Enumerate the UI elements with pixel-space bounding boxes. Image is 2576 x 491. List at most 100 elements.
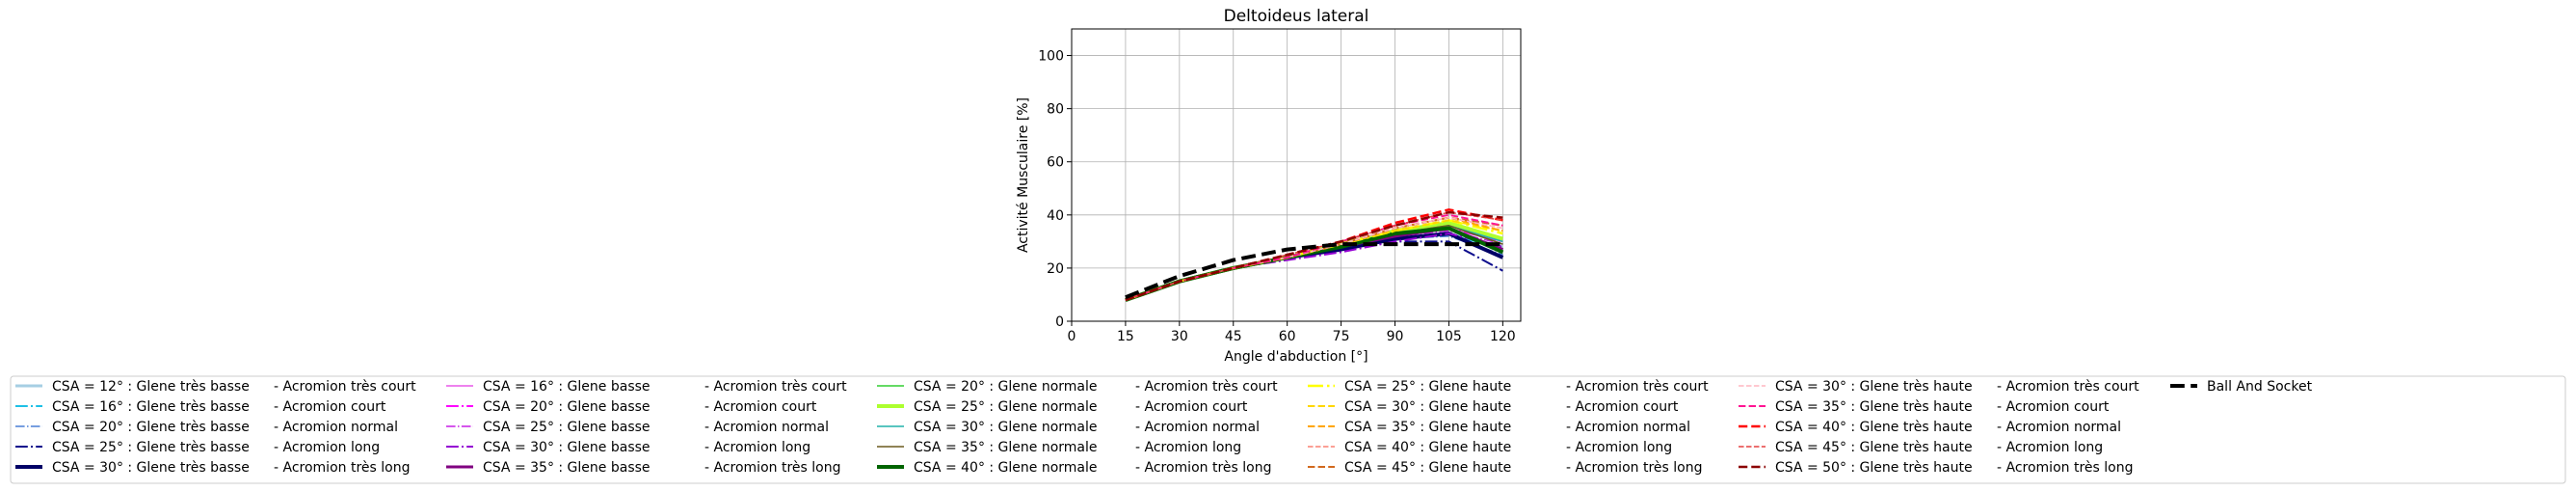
legend-label: CSA = 40° : Glene haute (1344, 440, 1511, 455)
legend-label-suffix: - Acromion très court (1566, 379, 1709, 395)
legend-label: CSA = 25° : Glene basse (483, 420, 651, 435)
legend-label-suffix: - Acromion normal (1135, 420, 1260, 435)
legend-label: CSA = 25° : Glene normale (914, 399, 1098, 415)
legend-label-suffix: - Acromion court (274, 399, 386, 415)
legend-label-suffix: - Acromion normal (704, 420, 829, 435)
legend-item: CSA = 25° : Glene normale - Acromion cour… (877, 399, 1248, 415)
x-tick-label: 75 (1333, 329, 1350, 344)
series-lines (1125, 208, 1504, 302)
legend-label: CSA = 35° : Glene très haute (1775, 399, 1973, 415)
legend-label-suffix: - Acromion très court (704, 379, 847, 395)
grid-lines (1071, 29, 1521, 322)
legend-label-suffix: - Acromion court (1997, 399, 2110, 415)
legend-label-suffix: - Acromion normal (1997, 420, 2121, 435)
legend-label-suffix: - Acromion court (704, 399, 817, 415)
x-tick-label: 60 (1279, 329, 1296, 344)
legend-item: CSA = 20° : Glene normale - Acromion très… (877, 379, 1278, 395)
legend-label: CSA = 12° : Glene très basse (52, 379, 250, 395)
legend-label: CSA = 16° : Glene très basse (52, 399, 250, 415)
legend-label-suffix: - Acromion très long (1566, 460, 1702, 476)
legend-label-suffix: - Acromion long (1566, 440, 1672, 455)
legend-label: CSA = 35° : Glene haute (1344, 420, 1511, 435)
legend-label: CSA = 40° : Glene normale (914, 460, 1098, 476)
legend-label-suffix: - Acromion très long (274, 460, 410, 476)
chart-title: Deltoideus lateral (1224, 7, 1369, 26)
x-tick-label: 0 (1068, 329, 1076, 344)
y-tick-label: 40 (1047, 208, 1064, 224)
legend-item: CSA = 30° : Glene normale - Acromion norm… (877, 420, 1260, 435)
legend-label: CSA = 30° : Glene haute (1344, 399, 1511, 415)
y-tick-label: 80 (1047, 102, 1064, 118)
x-tick-label: 120 (1490, 329, 1516, 344)
x-tick-label: 90 (1387, 329, 1404, 344)
legend-label: CSA = 40° : Glene très haute (1775, 420, 1973, 435)
legend-item: CSA = 35° : Glene très haute - Acromion c… (1739, 399, 2110, 415)
legend-item: CSA = 25° : Glene basse - Acromion normal (446, 420, 829, 435)
legend-label-suffix: - Acromion très court (274, 379, 416, 395)
legend-label-suffix: - Acromion très court (1997, 379, 2139, 395)
series-line-7 (1125, 227, 1503, 301)
legend-label-suffix: - Acromion très court (1135, 379, 1278, 395)
legend-label: CSA = 45° : Glene haute (1344, 460, 1511, 476)
legend-item: CSA = 20° : Glene très basse - Acromion n… (15, 420, 398, 435)
y-tick-label: 60 (1047, 155, 1064, 171)
legend-label: Ball And Socket (2207, 379, 2313, 395)
legend-label-suffix: - Acromion court (1135, 399, 1248, 415)
legend-label: CSA = 20° : Glene basse (483, 399, 651, 415)
legend-label-suffix: - Acromion très long (1997, 460, 2133, 476)
legend-label: CSA = 45° : Glene très haute (1775, 440, 1973, 455)
legend-item: CSA = 40° : Glene normale - Acromion très… (877, 460, 1271, 476)
legend-label: CSA = 35° : Glene basse (483, 460, 651, 476)
y-tick-label: 0 (1055, 314, 1064, 330)
series-line-10 (1125, 227, 1503, 302)
legend-label-suffix: - Acromion normal (1566, 420, 1690, 435)
legend-item: CSA = 30° : Glene très haute - Acromion t… (1739, 379, 2139, 395)
legend-item: CSA = 50° : Glene très haute - Acromion t… (1739, 460, 2133, 476)
legend-label-suffix: - Acromion normal (274, 420, 398, 435)
y-axis-label: Activité Musculaire [%] (1016, 97, 1031, 253)
y-tick-label: 100 (1038, 49, 1064, 65)
legend-item: CSA = 25° : Glene très basse - Acromion l… (15, 440, 380, 455)
legend-item: CSA = 45° : Glene très haute - Acromion l… (1739, 440, 2103, 455)
legend-label: CSA = 30° : Glene basse (483, 440, 651, 455)
legend-item: CSA = 45° : Glene haute - Acromion très l… (1308, 460, 1702, 476)
legend-label-suffix: - Acromion long (704, 440, 810, 455)
legend-label: CSA = 20° : Glene normale (914, 379, 1098, 395)
legend-item: CSA = 16° : Glene très basse - Acromion c… (15, 399, 386, 415)
legend-label-suffix: - Acromion long (1997, 440, 2103, 455)
legend-item: CSA = 35° : Glene haute - Acromion normal (1308, 420, 1690, 435)
legend-item: Ball And Socket (2170, 379, 2313, 395)
x-tick-label: 15 (1117, 329, 1134, 344)
x-tick-label: 105 (1436, 329, 1462, 344)
legend-item: CSA = 20° : Glene basse - Acromion court (446, 399, 817, 415)
y-tick-label: 20 (1047, 261, 1064, 277)
series-line-26 (1125, 242, 1503, 300)
axis-ticks: 0 15 30 45 60 75 90 105 120 0 20 40 60 80 100 (1038, 49, 1515, 344)
legend-item: CSA = 40° : Glene haute - Acromion long (1308, 440, 1672, 455)
legend-item: CSA = 35° : Glene basse - Acromion très l… (446, 460, 840, 476)
legend-item: CSA = 25° : Glene haute - Acromion très c… (1308, 379, 1709, 395)
legend-label: CSA = 16° : Glene basse (483, 379, 651, 395)
legend-label: CSA = 30° : Glene très basse (52, 460, 250, 476)
legend-label: CSA = 50° : Glene très haute (1775, 460, 1973, 476)
legend-item: CSA = 30° : Glene basse - Acromion long (446, 440, 810, 455)
plot-area-frame (1071, 28, 1522, 322)
legend-item: CSA = 40° : Glene très haute - Acromion n… (1739, 420, 2121, 435)
legend-label-suffix: - Acromion court (1566, 399, 1679, 415)
legend-label: CSA = 30° : Glene normale (914, 420, 1098, 435)
legend-label: CSA = 25° : Glene très basse (52, 440, 250, 455)
legend: CSA = 12° : Glene très basse - Acromion t… (15, 379, 2313, 476)
x-tick-label: 30 (1171, 329, 1188, 344)
series-line-6 (1125, 227, 1503, 301)
legend-box (10, 375, 2566, 484)
legend-label: CSA = 35° : Glene normale (914, 440, 1098, 455)
legend-item: CSA = 35° : Glene normale - Acromion long (877, 440, 1241, 455)
x-axis-label: Angle d'abduction [°] (1224, 349, 1368, 365)
legend-label-suffix: - Acromion très long (704, 460, 840, 476)
legend-label-suffix: - Acromion long (1135, 440, 1241, 455)
legend-item: CSA = 30° : Glene haute - Acromion court (1308, 399, 1679, 415)
legend-label-suffix: - Acromion long (274, 440, 380, 455)
legend-label: CSA = 20° : Glene très basse (52, 420, 250, 435)
x-tick-label: 45 (1225, 329, 1242, 344)
